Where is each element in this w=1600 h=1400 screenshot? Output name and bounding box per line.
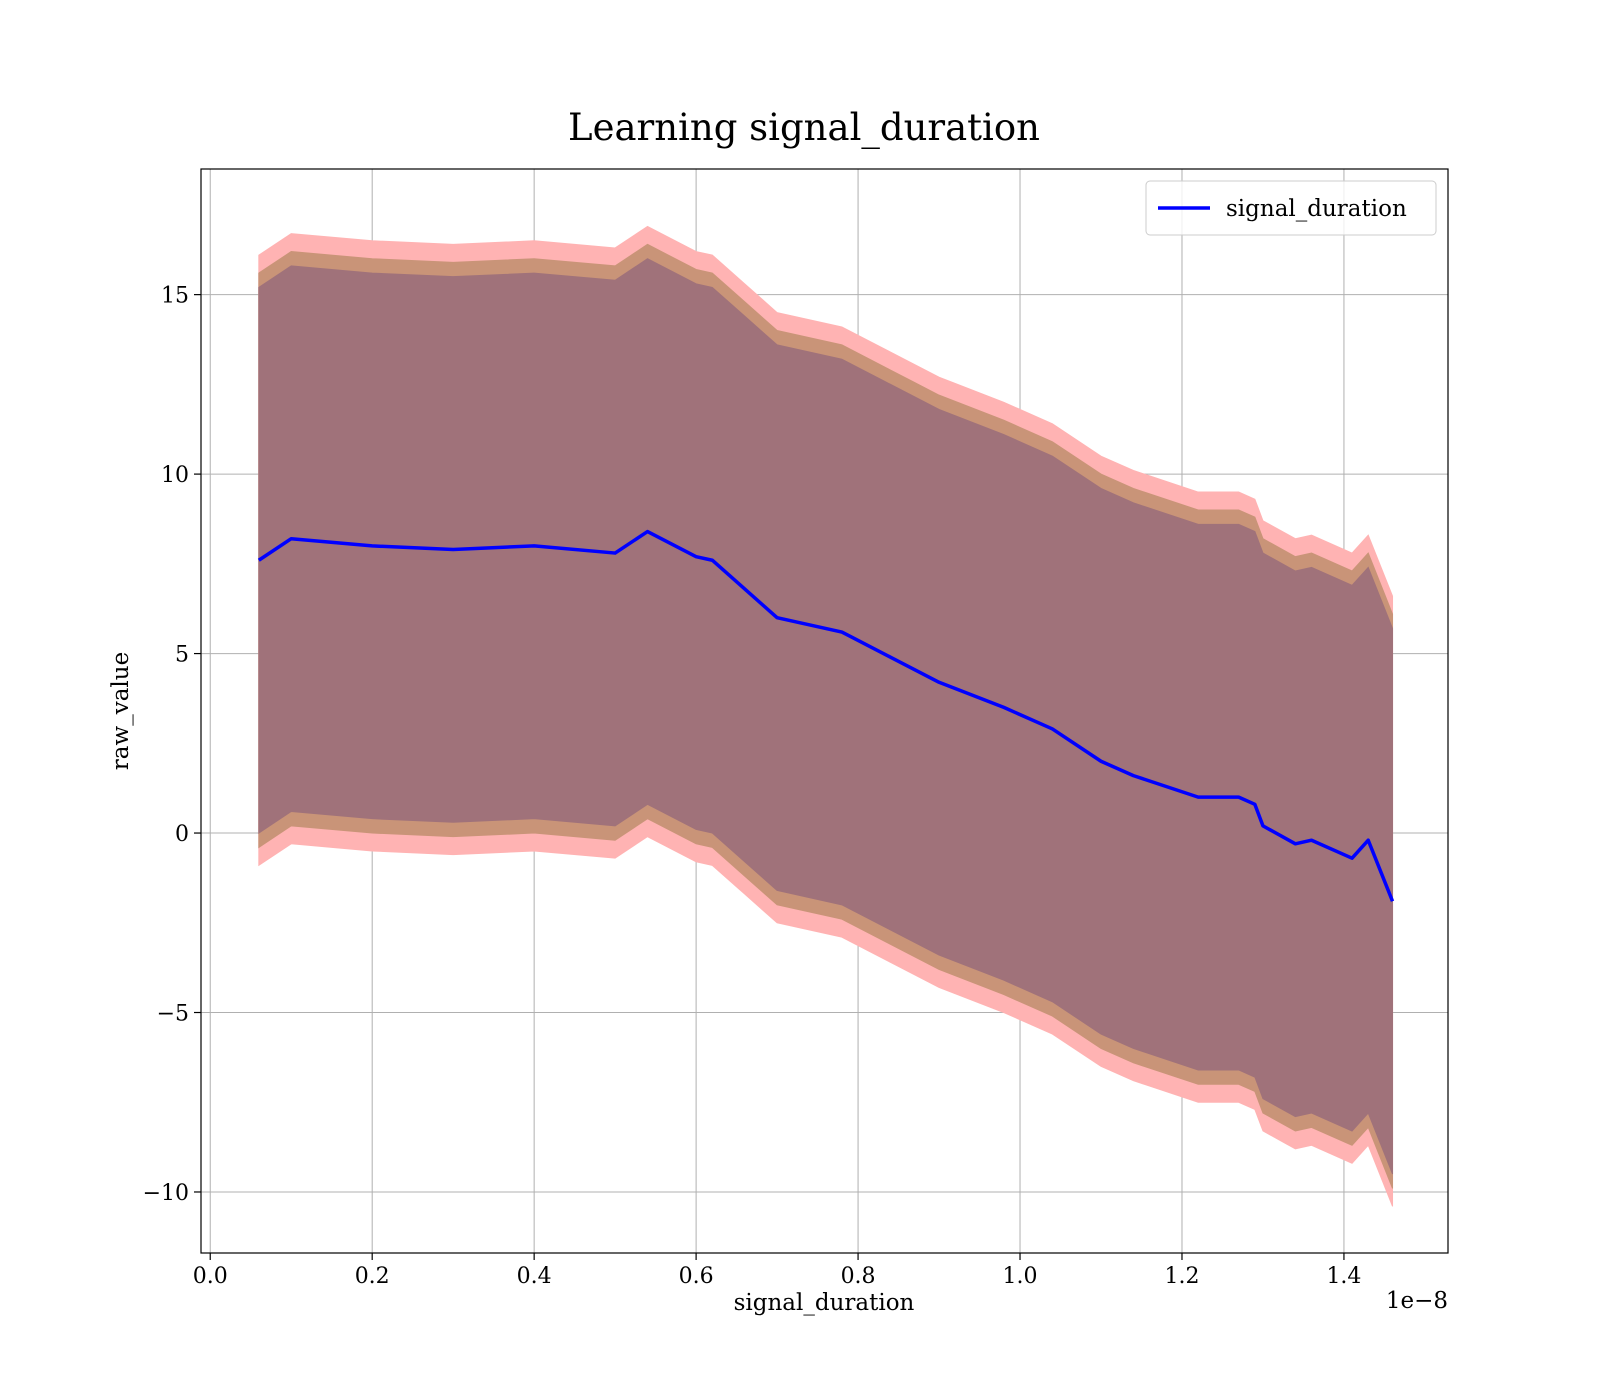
x-axis-label: signal_duration: [734, 1290, 915, 1316]
y-tick-label: −5: [157, 1002, 189, 1027]
y-tick-label: 10: [161, 463, 189, 488]
data-line: [257, 529, 1395, 902]
x-tick-label: 0.6: [679, 1264, 714, 1289]
legend: signal_duration: [1145, 180, 1437, 236]
y-tick-label: 0: [175, 822, 189, 847]
x-tick-label: 0.0: [193, 1264, 228, 1289]
plot-frame: [200, 168, 1449, 1254]
x-offset-text: 1e−8: [1386, 1288, 1448, 1314]
legend-label: signal_duration: [1226, 196, 1407, 222]
x-tick-label: 1.0: [1003, 1264, 1038, 1289]
y-tick-label: −10: [143, 1181, 189, 1206]
x-tick-label: 1.4: [1326, 1264, 1361, 1289]
confidence-band: [258, 258, 1394, 1175]
x-tick-label: 0.8: [841, 1264, 876, 1289]
x-tick-label: 1.2: [1164, 1264, 1199, 1289]
y-tick-label: 15: [161, 284, 189, 309]
y-axis-label: raw_value: [108, 652, 134, 770]
x-tick-label: 0.4: [517, 1264, 552, 1289]
x-tick-label: 0.2: [355, 1264, 390, 1289]
legend-box: [1145, 180, 1437, 236]
y-tick-label: 5: [175, 643, 189, 668]
chart-title: Learning signal_duration: [568, 106, 1040, 150]
